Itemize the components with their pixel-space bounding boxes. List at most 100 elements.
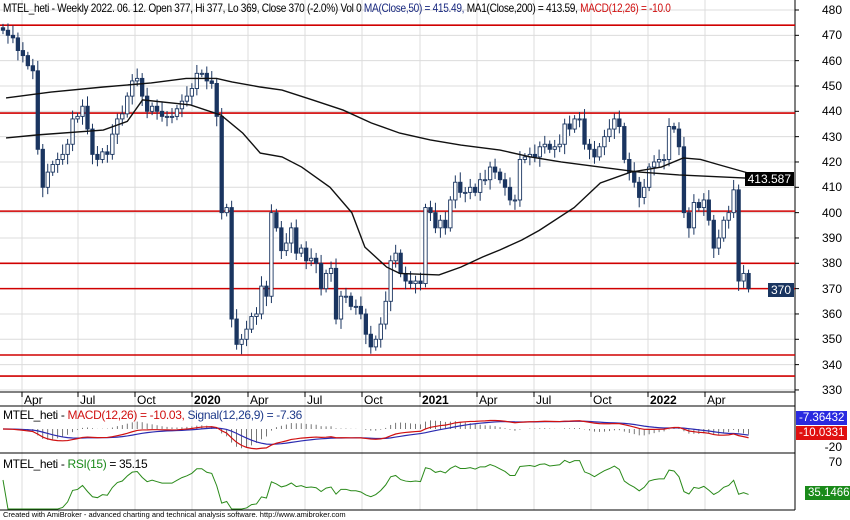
candle-down xyxy=(592,148,597,158)
candle-down xyxy=(363,313,368,335)
candle-down xyxy=(497,171,503,181)
candle-down xyxy=(105,151,110,155)
ma50-legend: MA(Close,50) = 415.49, xyxy=(363,1,465,15)
time-tick-label: 2022 xyxy=(650,393,677,407)
candle-up xyxy=(577,118,582,121)
candle-down xyxy=(40,148,45,188)
time-tick-label: Apr xyxy=(24,393,43,407)
candle-up xyxy=(487,166,493,181)
candle-up xyxy=(174,108,180,117)
candle-up xyxy=(254,313,259,317)
candle-down xyxy=(219,115,224,214)
candle-down xyxy=(318,262,324,290)
candle-up xyxy=(179,100,185,110)
candle-up xyxy=(75,115,80,120)
candle-up xyxy=(726,212,731,221)
candle-up xyxy=(194,72,199,89)
candle-down xyxy=(229,207,234,320)
candle-up xyxy=(323,272,329,290)
ma200-line xyxy=(5,77,749,179)
macd-panel-title: MTEL_heti - MACD(12,26) = -10.03, Signal… xyxy=(3,408,302,422)
candle-down xyxy=(304,247,309,262)
candle-down xyxy=(706,199,711,221)
candle-down xyxy=(492,166,498,173)
candle-up xyxy=(741,272,746,282)
candle-down xyxy=(418,280,423,285)
price-tick-label: 360 xyxy=(821,306,842,321)
candle-up xyxy=(120,113,125,120)
candle-down xyxy=(264,285,269,297)
candle-up xyxy=(55,158,60,165)
price-tick-label: 450 xyxy=(821,78,842,93)
candle-up xyxy=(60,153,65,160)
candle-up xyxy=(65,143,70,155)
candle-up xyxy=(716,237,721,249)
macd-value: MACD(12,26) = -10.03, xyxy=(67,408,185,422)
candle-up xyxy=(482,179,488,182)
candle-up xyxy=(642,186,647,198)
candle-up xyxy=(199,72,204,75)
candle-down xyxy=(0,27,6,31)
rsi-line xyxy=(2,459,749,510)
candle-up xyxy=(110,133,115,155)
candle-down xyxy=(676,128,682,148)
candle-up xyxy=(343,295,349,298)
price-tick-label: 390 xyxy=(821,230,842,245)
macd-value-tag: -10.0331 xyxy=(796,426,848,440)
price-tick-label: 330 xyxy=(821,382,842,397)
candle-down xyxy=(567,123,572,130)
candle-down xyxy=(403,272,408,282)
time-tick-label: Jul xyxy=(80,393,96,407)
candle-down xyxy=(85,105,90,130)
candle-down xyxy=(154,105,160,112)
footer-credit: Created with AmiBroker - advanced charti… xyxy=(3,510,346,519)
candle-up xyxy=(299,247,304,254)
candle-up xyxy=(572,118,577,130)
candle-down xyxy=(204,72,209,82)
candle-down xyxy=(502,179,508,188)
last-close-tag: 370 xyxy=(767,283,794,297)
candle-down xyxy=(443,219,448,229)
candle-up xyxy=(552,146,557,150)
time-tick-label: Oct xyxy=(364,393,383,407)
candle-up xyxy=(169,115,175,118)
candle-down xyxy=(532,153,537,158)
candle-down xyxy=(358,305,364,315)
price-tick-label: 430 xyxy=(821,129,842,144)
price-tick-label: 480 xyxy=(821,3,842,17)
candle-down xyxy=(617,118,622,127)
candle-up xyxy=(184,95,190,102)
candle-down xyxy=(746,272,751,290)
candle-up xyxy=(562,123,567,145)
candle-up xyxy=(448,199,453,229)
price-tick-label: 420 xyxy=(821,154,842,169)
candle-down xyxy=(333,267,339,320)
candle-down xyxy=(736,189,741,282)
candle-down xyxy=(144,95,150,112)
candle-down xyxy=(274,212,279,229)
candle-down xyxy=(368,333,373,348)
candle-down xyxy=(30,65,35,72)
candle-up xyxy=(115,118,120,135)
candle-down xyxy=(234,318,239,345)
candle-up xyxy=(597,146,602,158)
candle-down xyxy=(10,34,16,39)
candle-up xyxy=(249,316,254,330)
candle-up xyxy=(607,128,612,138)
candle-up xyxy=(453,181,458,201)
candle-down xyxy=(507,186,513,201)
candle-down xyxy=(458,181,463,193)
candle-down xyxy=(35,70,40,150)
candle-down xyxy=(5,29,11,36)
candle-up xyxy=(100,151,105,160)
price-tick-label: 340 xyxy=(821,357,842,372)
candle-up xyxy=(651,161,657,168)
candle-down xyxy=(637,181,642,198)
candle-down xyxy=(159,110,165,117)
candle-up xyxy=(517,158,523,201)
signal-line xyxy=(2,420,749,445)
candle-down xyxy=(582,118,587,145)
candle-up xyxy=(353,305,359,308)
macd-line xyxy=(2,419,749,450)
candle-up xyxy=(647,166,652,188)
